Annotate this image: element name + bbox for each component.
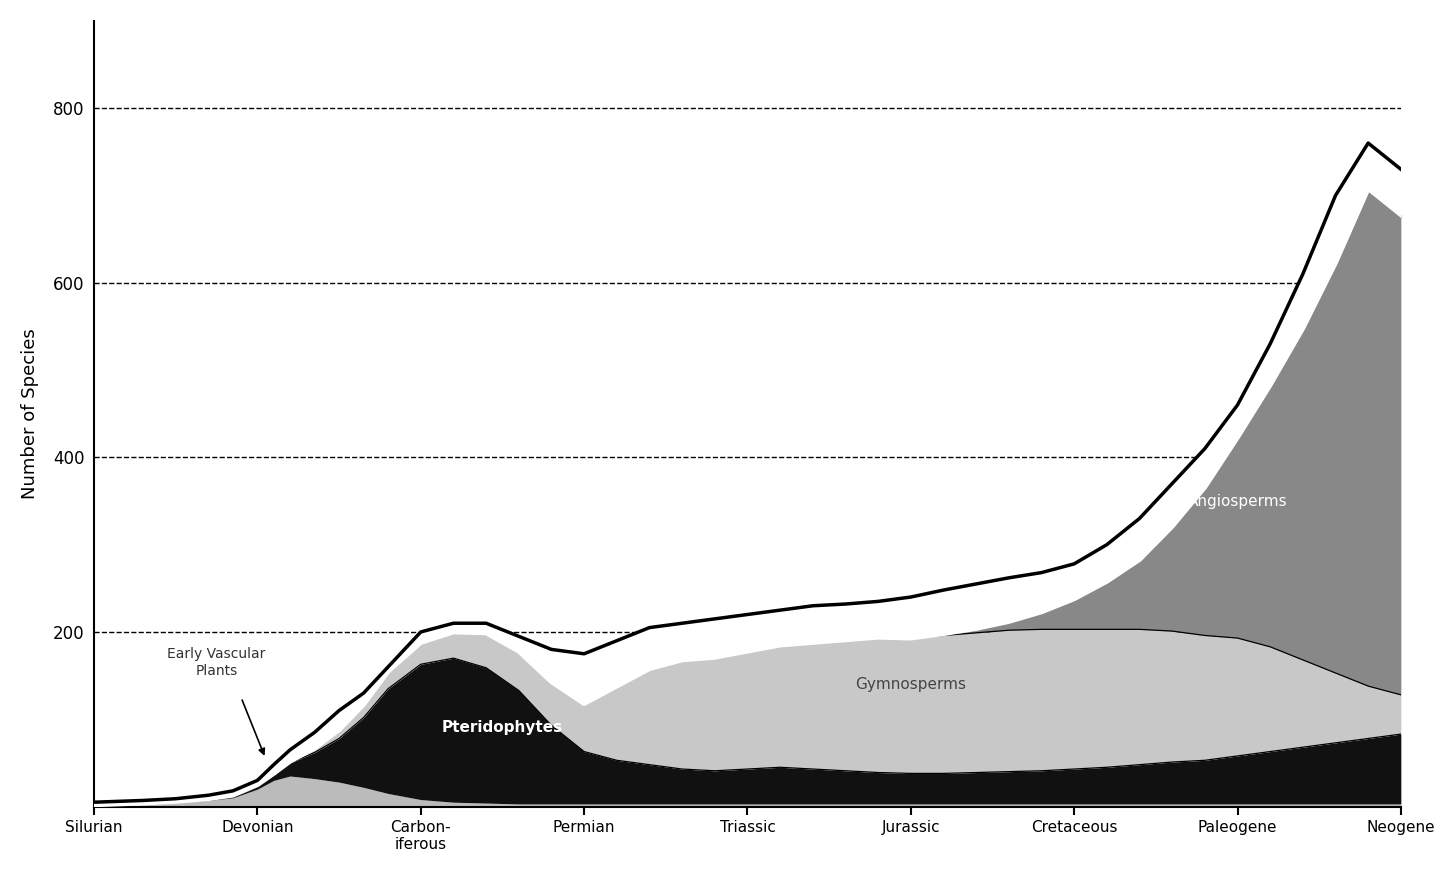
- Text: Angiosperms: Angiosperms: [1188, 493, 1287, 508]
- Y-axis label: Number of Species: Number of Species: [20, 328, 39, 499]
- Text: Gymnosperms: Gymnosperms: [855, 677, 967, 691]
- Text: Pteridophytes: Pteridophytes: [441, 720, 563, 735]
- Text: Early Vascular
Plants: Early Vascular Plants: [167, 648, 266, 677]
